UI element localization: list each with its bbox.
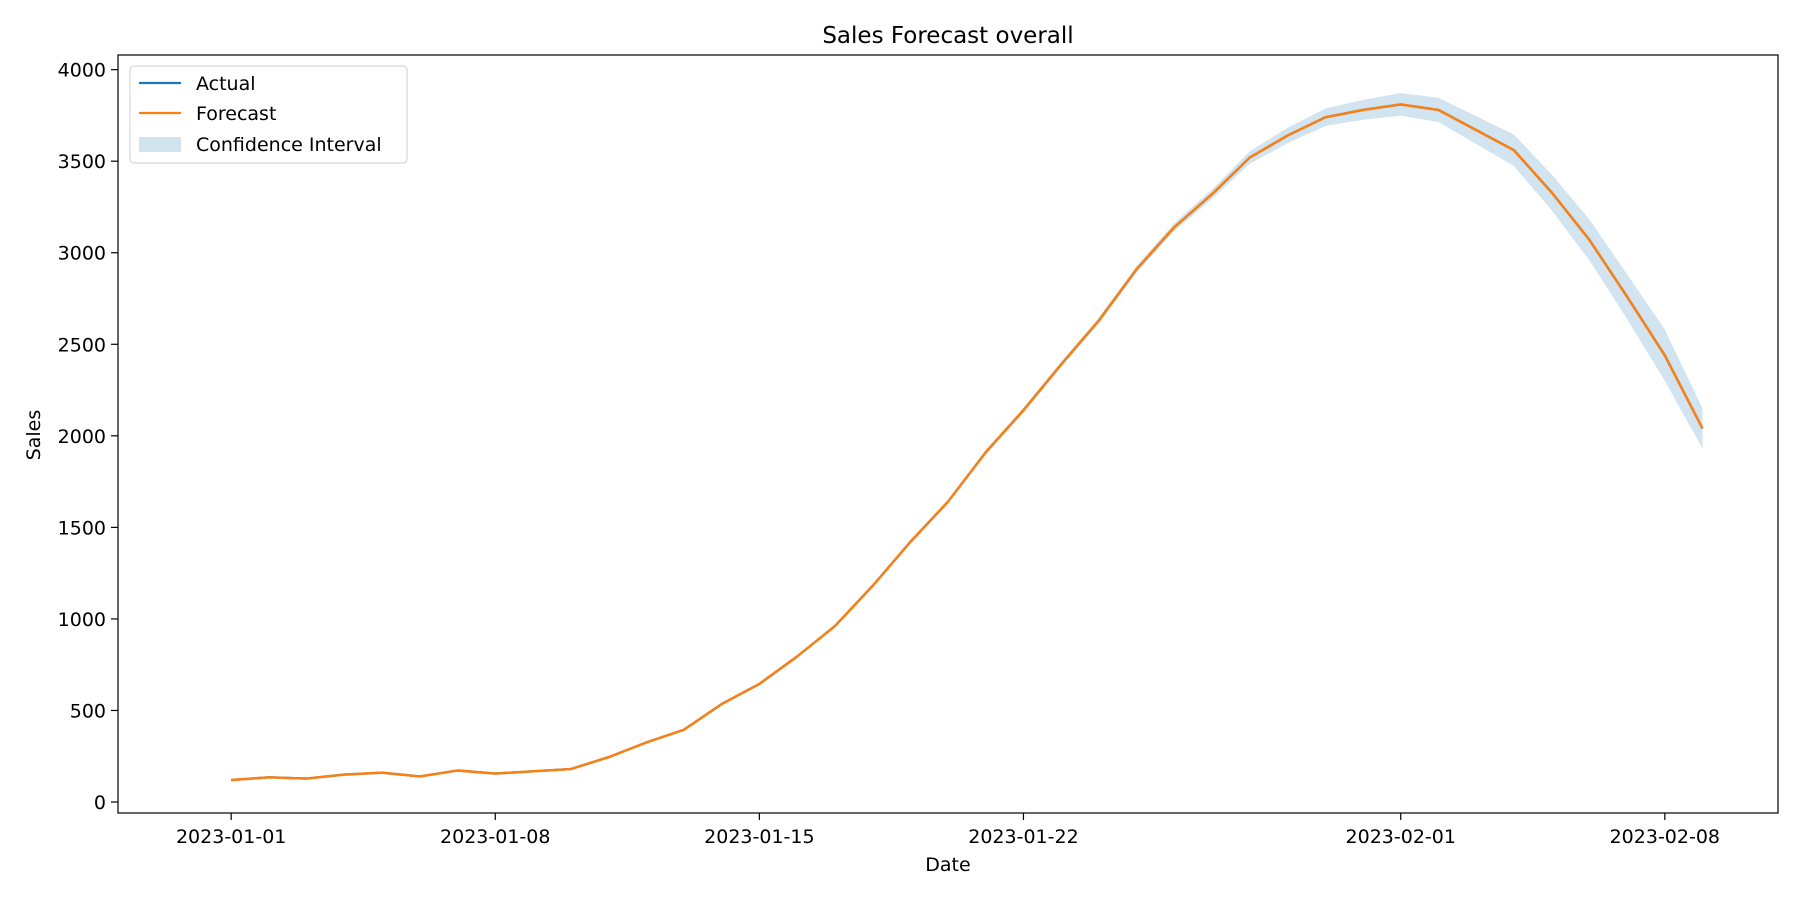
legend-forecast-label: Forecast (196, 103, 276, 125)
legend-actual-label: Actual (196, 73, 256, 95)
y-axis: 0 500 1000 1500 2000 2500 3000 3500 4000 (58, 60, 118, 814)
x-tick-label: 2023-01-01 (176, 826, 286, 848)
y-tick-label: 4000 (58, 60, 106, 82)
chart-title: Sales Forecast overall (822, 23, 1073, 49)
y-tick-label: 3500 (58, 151, 106, 173)
x-tick-label: 2023-02-08 (1610, 826, 1720, 848)
x-tick-label: 2023-01-08 (440, 826, 550, 848)
legend-box (129, 65, 408, 164)
x-tick-label: 2023-01-15 (704, 826, 814, 848)
y-tick-label: 2000 (58, 426, 106, 448)
plot-frame (117, 54, 1779, 814)
x-axis: 2023-01-01 2023-01-08 2023-01-15 2023-01-22… (176, 813, 1720, 848)
confidence-interval-band (231, 93, 1703, 781)
actual-series-line (231, 103, 1704, 782)
x-tick-label: 2023-02-01 (1346, 826, 1456, 848)
y-tick-label: 3000 (58, 243, 106, 265)
y-tick-label: 1000 (58, 609, 106, 631)
x-axis-label: Date (925, 854, 970, 876)
y-tick-label: 1500 (58, 517, 106, 539)
plot-area (231, 93, 1704, 782)
x-tick-label: 2023-01-22 (968, 826, 1078, 848)
legend-ci-label: Confidence Interval (196, 134, 382, 156)
y-tick-label: 500 (70, 700, 106, 722)
y-tick-label: 0 (94, 792, 106, 814)
forecast-series-line (231, 103, 1704, 782)
y-tick-label: 2500 (58, 334, 106, 356)
legend: Actual Forecast Confidence Interval (129, 65, 408, 164)
legend-ci-swatch (139, 137, 181, 152)
y-axis-label: Sales (23, 410, 45, 461)
